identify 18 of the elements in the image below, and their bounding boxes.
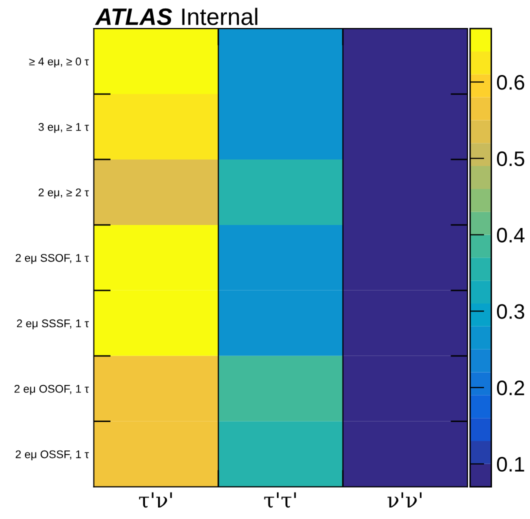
- color-bar-label: 0.4: [496, 228, 525, 243]
- y-tick-label: 2 eμ OSOF, 1 τ: [14, 384, 89, 395]
- x-tick-label: τ'ν': [139, 492, 172, 508]
- y-tick-label: 2 eμ SSOF, 1 τ: [16, 254, 89, 264]
- color-bar-label: 0.6: [496, 75, 524, 90]
- chart-subtitle: Internal: [182, 8, 258, 26]
- y-tick-label: 3 eμ, ≥ 1 τ: [38, 123, 89, 133]
- color-bar-label: 0.5: [496, 151, 524, 166]
- y-tick-label: ≥ 4 eμ, ≥ 0 τ: [29, 58, 89, 68]
- y-tick-label: 2 eμ SSSF, 1 τ: [16, 319, 89, 330]
- color-bar-label: 0.3: [496, 304, 524, 319]
- color-bar-label: 0.2: [496, 380, 524, 396]
- chart-title: ATLAS: [94, 8, 172, 26]
- color-bar-label: 0.1: [496, 456, 524, 472]
- y-tick-label: 2 eμ OSSF, 1 τ: [16, 450, 89, 460]
- x-tick-label: ν'ν': [388, 492, 422, 508]
- y-tick-label: 2 eμ, ≥ 2 τ: [38, 188, 89, 198]
- x-tick-label: τ'τ': [264, 492, 296, 508]
